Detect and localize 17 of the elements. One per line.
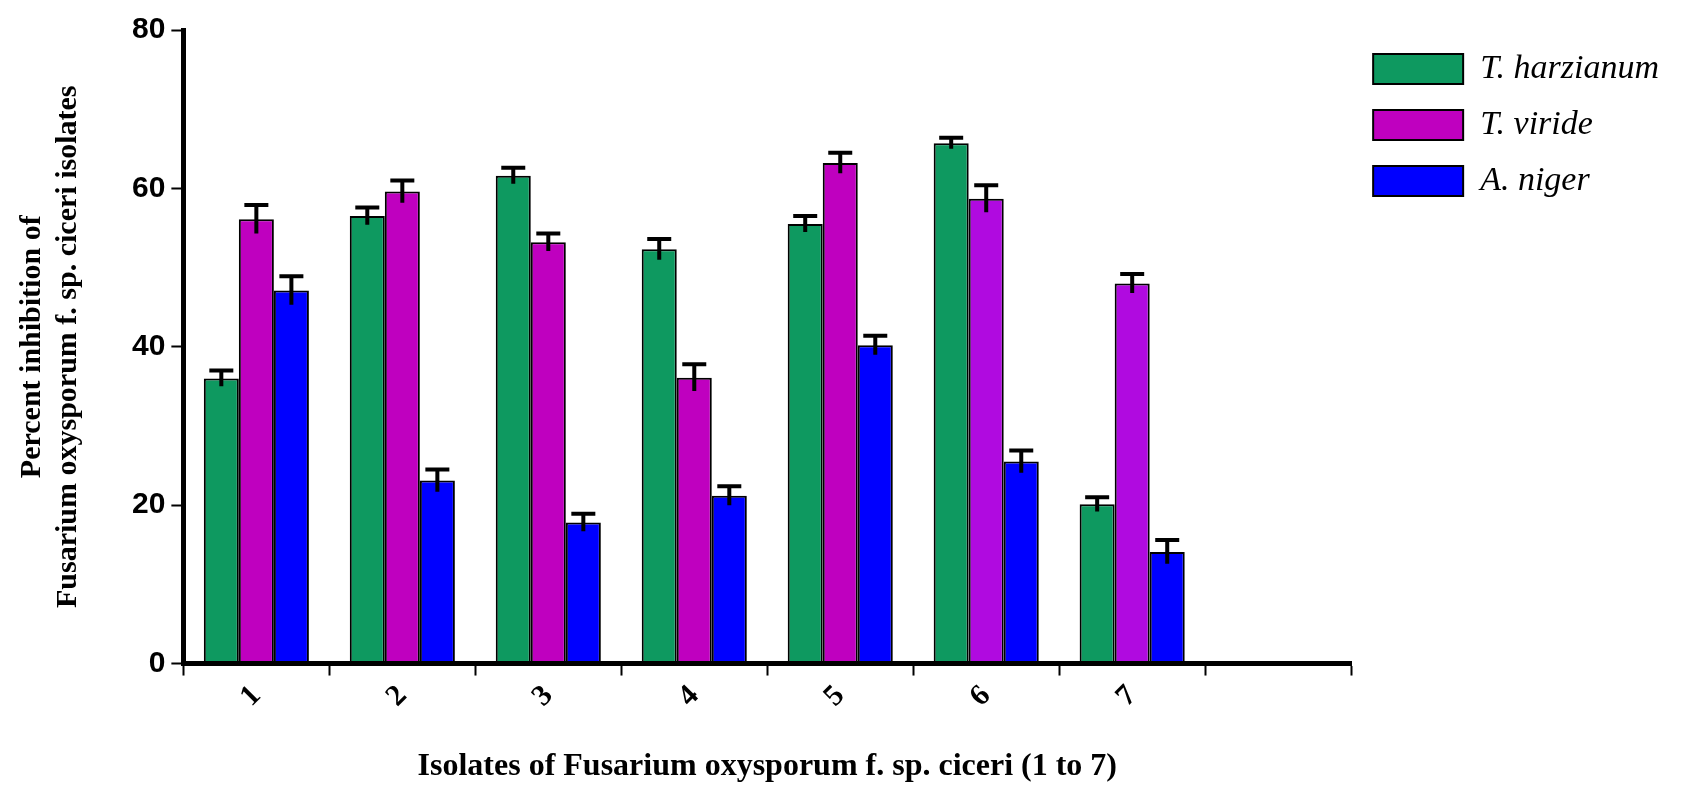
- legend-label: T. harzianum: [1480, 47, 1660, 85]
- x-tick-label: 7: [1107, 677, 1142, 712]
- y-tick-label: 20: [131, 486, 166, 520]
- x-tick-label: 2: [378, 677, 413, 712]
- x-tick-label: 6: [962, 677, 996, 712]
- x-tick-label: 5: [816, 677, 850, 712]
- legend-label: A. niger: [1478, 159, 1591, 197]
- x-tick-label: 4: [670, 677, 704, 712]
- y-tick-label: 80: [131, 11, 166, 45]
- x-tick-label: 3: [524, 677, 559, 712]
- x-axis-title: Isolates of Fusarium oxysporum f. sp. ciceri (1 to 7): [417, 746, 1117, 783]
- legend-label: T. viride: [1480, 103, 1593, 141]
- y-tick-label: 0: [148, 644, 166, 678]
- y-axis-title: Percent inhibition of Fusarium oxysporum f. sp. ciceri isolates: [12, 85, 82, 608]
- y-tick-label: 60: [131, 169, 166, 203]
- y-tick-label: 40: [131, 328, 166, 362]
- x-tick-label: 1: [232, 677, 267, 712]
